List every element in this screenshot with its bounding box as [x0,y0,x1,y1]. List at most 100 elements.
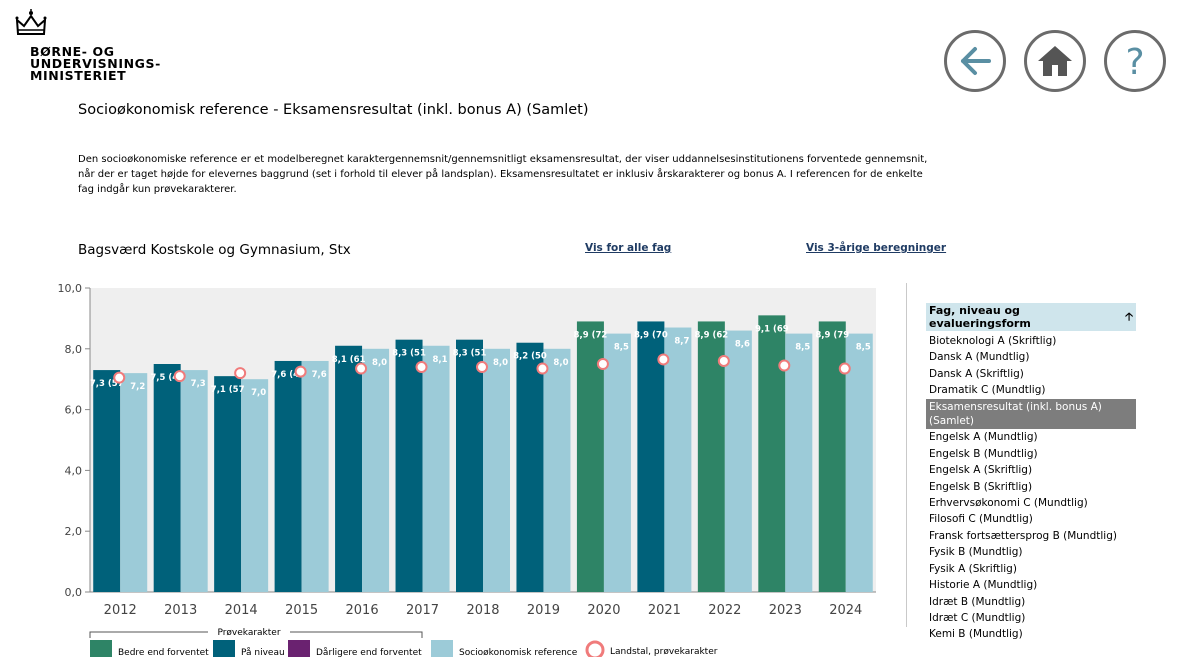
reference-bar-label: 8,5 [795,343,810,353]
result-bar-label: 8,9 (70 [634,330,668,340]
x-tick-label: 2018 [466,603,499,618]
ministry-logo: BØRNE- OG UNDERVISNINGS- MINISTERIET [14,8,164,82]
reference-bar[interactable] [483,348,510,592]
subject-item[interactable]: Erhvervsøkonomi C (Mundtlig) [929,497,1088,510]
subject-item[interactable]: Engelsk B (Mundtlig) [929,447,1038,460]
result-bar[interactable] [395,339,423,592]
national-marker[interactable] [838,362,851,375]
legend-swatch-worse [288,640,310,657]
result-bar[interactable] [818,321,846,592]
national-marker[interactable] [657,353,670,366]
national-marker[interactable] [476,361,488,374]
national-marker[interactable] [173,370,186,383]
result-bar[interactable] [153,364,181,592]
reference-bar[interactable] [603,333,631,592]
result-bar-label: 7,6 (43 [271,370,305,380]
result-bar[interactable] [214,376,242,592]
legend-swatch-reference [431,640,453,657]
result-bar[interactable] [697,321,725,592]
reference-bar[interactable] [543,348,571,592]
subject-item[interactable]: Historie A (Mundtlig) [929,579,1038,592]
result-bar[interactable] [516,342,544,592]
national-marker[interactable] [294,365,307,378]
reference-bar[interactable] [724,330,752,592]
subject-item[interactable]: Fysik B (Mundtlig) [929,546,1023,559]
reference-bar[interactable] [785,333,813,592]
show-all-subjects-link[interactable]: Vis for alle fag [585,242,672,254]
legend-label-same: På niveau [241,647,285,657]
reference-bar-label: 8,7 [674,337,689,347]
page-title: Socioøkonomisk reference - Eksamensresul… [78,102,589,118]
subject-item[interactable]: Engelsk B (Skriftlig) [929,480,1033,493]
x-tick-label: 2014 [225,603,258,618]
national-marker[interactable] [717,354,730,367]
subject-list-header-label: Fag, niveau og evalueringsform [929,304,1031,330]
reference-bar-label: 8,1 [433,355,448,365]
national-marker[interactable] [355,362,368,375]
reference-bar[interactable] [422,345,450,592]
x-tick-label: 2021 [648,603,681,618]
subject-item[interactable]: Engelsk A (Mundtlig) [929,431,1038,444]
national-marker[interactable] [113,371,126,384]
help-button[interactable]: ? [1104,30,1166,92]
national-marker[interactable] [234,367,247,380]
back-button[interactable] [944,30,1006,92]
subject-item[interactable]: Eksamensresultat (inkl. bonus A) (Samlet… [926,398,1136,430]
national-marker[interactable] [415,361,428,374]
result-bar-label: 8,2 (50 [513,352,547,362]
y-tick-label: 0,0 [65,586,83,599]
back-arrow-icon [961,47,991,75]
subject-list: Bioteknologi A (Skriftlig) Dansk A (Mundt… [926,333,1136,643]
reference-bar-label: 7,2 [130,382,145,392]
subject-item[interactable]: Filosofi C (Mundtlig) [929,513,1033,526]
subject-item[interactable]: Kemi B (Mundtlig) [929,628,1023,641]
result-bar[interactable] [93,370,121,592]
national-marker[interactable] [536,362,549,375]
x-tick-label: 2012 [104,603,137,618]
result-bar[interactable] [456,339,483,592]
result-bar-label: 9,1 (69 [755,324,789,334]
y-tick-label: 8,0 [65,343,83,356]
help-icon: ? [1125,42,1144,81]
result-bar[interactable] [637,321,665,592]
reference-bar[interactable] [241,379,269,592]
reference-bar[interactable] [845,333,873,592]
subject-item[interactable]: Dramatik C (Mundtlig) [929,384,1046,397]
reference-bar-label: 7,6 [312,370,327,380]
subject-item[interactable]: Idræt C (Mundtlig) [929,611,1026,624]
x-tick-label: 2016 [346,603,379,618]
panel-divider [906,283,907,627]
reference-bar[interactable] [362,348,390,592]
x-tick-label: 2013 [164,603,197,618]
subject-item[interactable]: Fysik A (Skriftlig) [929,562,1017,575]
reference-bar-label: 7,0 [251,388,266,398]
home-button[interactable] [1024,30,1086,92]
reference-bar-label: 8,6 [735,340,750,350]
result-bar[interactable] [274,360,302,592]
subject-item[interactable]: Bioteknologi A (Skriftlig) [929,335,1057,347]
subject-item[interactable]: Dansk A (Skriftlig) [929,367,1024,380]
result-bar-label: 7,3 (57 [90,379,124,389]
show-3yr-calculations-link[interactable]: Vis 3-årige beregninger [806,242,947,254]
legend-swatch-same [213,640,235,657]
subject-item[interactable]: Dansk A (Mundtlig) [929,351,1030,364]
reference-bar[interactable] [120,373,148,592]
sort-arrow-icon: 🡡 [1125,309,1133,323]
nav-buttons: ? [944,30,1166,92]
y-tick-label: 4,0 [65,464,83,477]
legend-group-bracket [89,631,423,638]
subject-list-header[interactable]: Fag, niveau og evalueringsform 🡡 [926,303,1136,331]
reference-bar[interactable] [301,360,329,592]
subject-item[interactable]: Idræt B (Mundtlig) [929,595,1026,608]
result-bar[interactable] [758,315,786,592]
result-bar-label: 8,3 (51 [392,349,426,359]
national-marker[interactable] [778,359,791,372]
description-text: Den socioøkonomiske reference er et mode… [78,154,928,195]
result-bar[interactable] [335,345,363,592]
subject-list-panel: Fag, niveau og evalueringsform 🡡 Biotekn… [926,303,1136,643]
reference-bar[interactable] [664,327,692,592]
subject-item[interactable]: Engelsk A (Skriftlig) [929,464,1033,477]
subject-item[interactable]: Fransk fortsættersprog B (Mundtlig) [929,529,1117,542]
national-marker[interactable] [596,358,609,370]
reference-bar[interactable] [180,370,208,592]
